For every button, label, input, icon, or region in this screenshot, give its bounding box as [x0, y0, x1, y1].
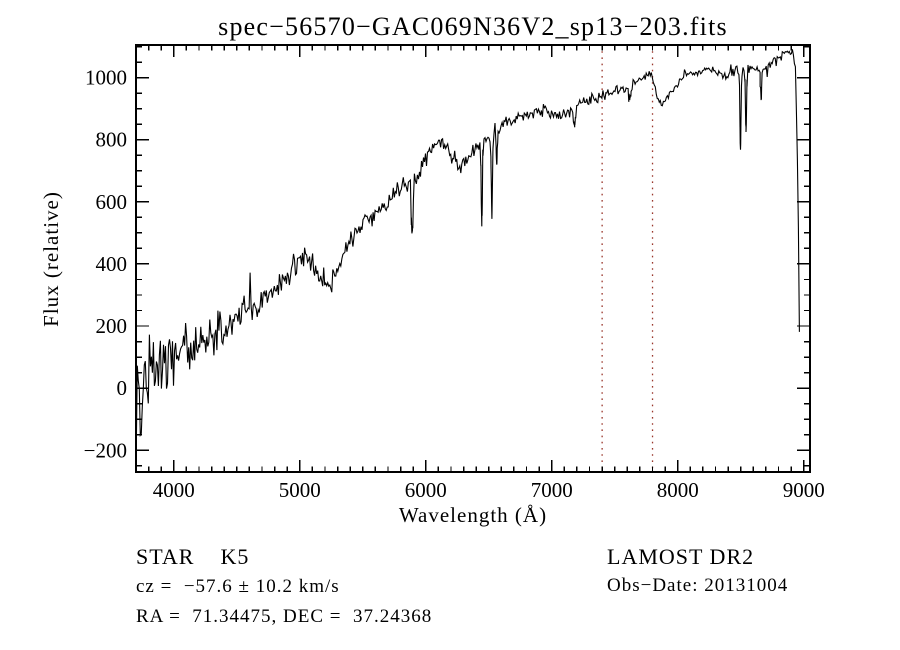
x-axis-title: Wavelength (Å): [398, 503, 548, 527]
annotation-obs-date: Obs−Date: 20131004: [607, 575, 789, 596]
x-tick-label: 7000: [531, 478, 573, 502]
annotation-survey: LAMOST DR2: [607, 544, 755, 569]
plot-title: spec−56570−GAC069N36V2_sp13−203.fits: [218, 12, 728, 41]
x-tick-label: 5000: [279, 478, 321, 502]
plot-frame: [135, 44, 811, 473]
x-tick-label: 6000: [405, 478, 447, 502]
y-tick-label: 400: [96, 252, 128, 276]
y-tick-label: 200: [96, 314, 128, 338]
annotation-ra-dec: RA = 71.34475, DEC = 37.24368: [136, 606, 433, 627]
x-tick-label: 9000: [783, 478, 825, 502]
x-tick-label: 4000: [153, 478, 195, 502]
y-axis-title: Flux (relative): [39, 191, 63, 327]
telluric-marker-lines: [601, 45, 654, 472]
y-tick-label: 0: [117, 376, 128, 400]
y-tick-label: 600: [96, 190, 128, 214]
y-tick-label: −200: [84, 438, 127, 462]
y-tick-label: 1000: [85, 66, 127, 90]
x-tick-label: 8000: [657, 478, 699, 502]
annotation-cz: cz = −57.6 ± 10.2 km/s: [136, 576, 340, 597]
tick-labels: 4000 5000 6000 7000 8000 9000 −200 0 200 400 600 80…: [84, 66, 825, 502]
annotation-object-class: STAR K5: [136, 544, 250, 569]
axis-ticks: [136, 45, 810, 472]
y-tick-label: 800: [96, 128, 128, 152]
spectrum-line: [136, 49, 800, 447]
